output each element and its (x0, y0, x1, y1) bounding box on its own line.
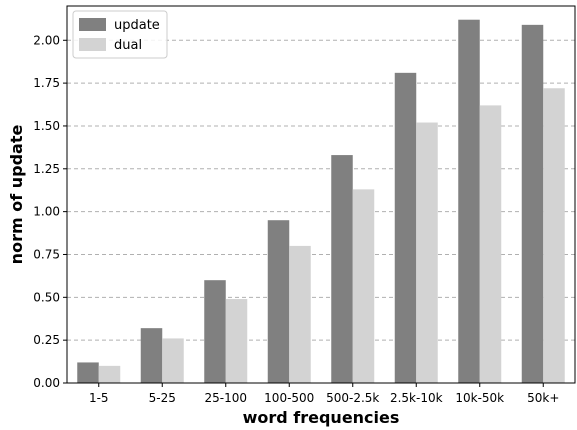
bar-update-10k-50k (458, 19, 480, 383)
bar-update-100-500 (267, 220, 290, 383)
x-tick-label: 25-100 (204, 391, 247, 405)
bar-update-1-5 (77, 362, 99, 383)
legend-label-update: update (114, 18, 160, 33)
x-axis-title: word frequencies (243, 408, 400, 427)
y-axis: 0.00 0.25 0.50 0.75 1.00 1.25 1.50 1.75 2.00 (33, 33, 67, 390)
bar-update-2.5k-10k (394, 72, 417, 383)
grid-lines (67, 39, 575, 341)
y-tick-label: 0.00 (33, 376, 60, 390)
bar-dual-100-500 (289, 245, 311, 383)
bar-dual-50k+ (543, 88, 565, 383)
legend-swatch-dual (79, 38, 106, 51)
bar-dual-500-2.5k (352, 189, 375, 383)
x-tick-label: 100-500 (264, 391, 314, 405)
y-axis-title: norm of update (7, 125, 26, 265)
x-axis: 1-5 5-25 25-100 100-500 500-2.5k 2.5k-10k 10k-… (89, 383, 559, 405)
y-tick-label: 1.50 (33, 119, 60, 133)
x-tick-label: 10k-50k (455, 391, 504, 405)
bar-dual-10k-50k (479, 105, 502, 384)
x-tick-label: 1-5 (89, 391, 109, 405)
bar-dual-25-100 (225, 299, 248, 383)
x-tick-label: 2.5k-10k (390, 391, 443, 405)
bar-dual-2.5k-10k (416, 122, 438, 383)
y-tick-label: 0.25 (33, 333, 60, 347)
legend-swatch-update (79, 18, 106, 31)
bar-dual-5-25 (162, 338, 184, 383)
x-tick-label: 5-25 (149, 391, 176, 405)
y-tick-label: 2.00 (33, 33, 60, 47)
x-tick-label: 500-2.5k (326, 391, 379, 405)
bar-dual-1-5 (98, 365, 121, 383)
bar-update-25-100 (204, 280, 226, 383)
y-tick-label: 0.50 (33, 290, 60, 304)
legend: update dual (72, 10, 168, 59)
bar-update-500-2.5k (331, 155, 353, 383)
y-tick-label: 1.00 (33, 205, 60, 219)
y-tick-label: 0.75 (33, 247, 60, 261)
bar-update-50k+ (521, 24, 544, 383)
plot-frame (66, 5, 576, 384)
bars (77, 19, 565, 384)
y-tick-label: 1.75 (33, 76, 60, 90)
x-tick-label: 50k+ (527, 391, 559, 405)
legend-label-dual: dual (114, 38, 142, 53)
y-tick-label: 1.25 (33, 162, 60, 176)
bar-update-5-25 (140, 328, 163, 383)
